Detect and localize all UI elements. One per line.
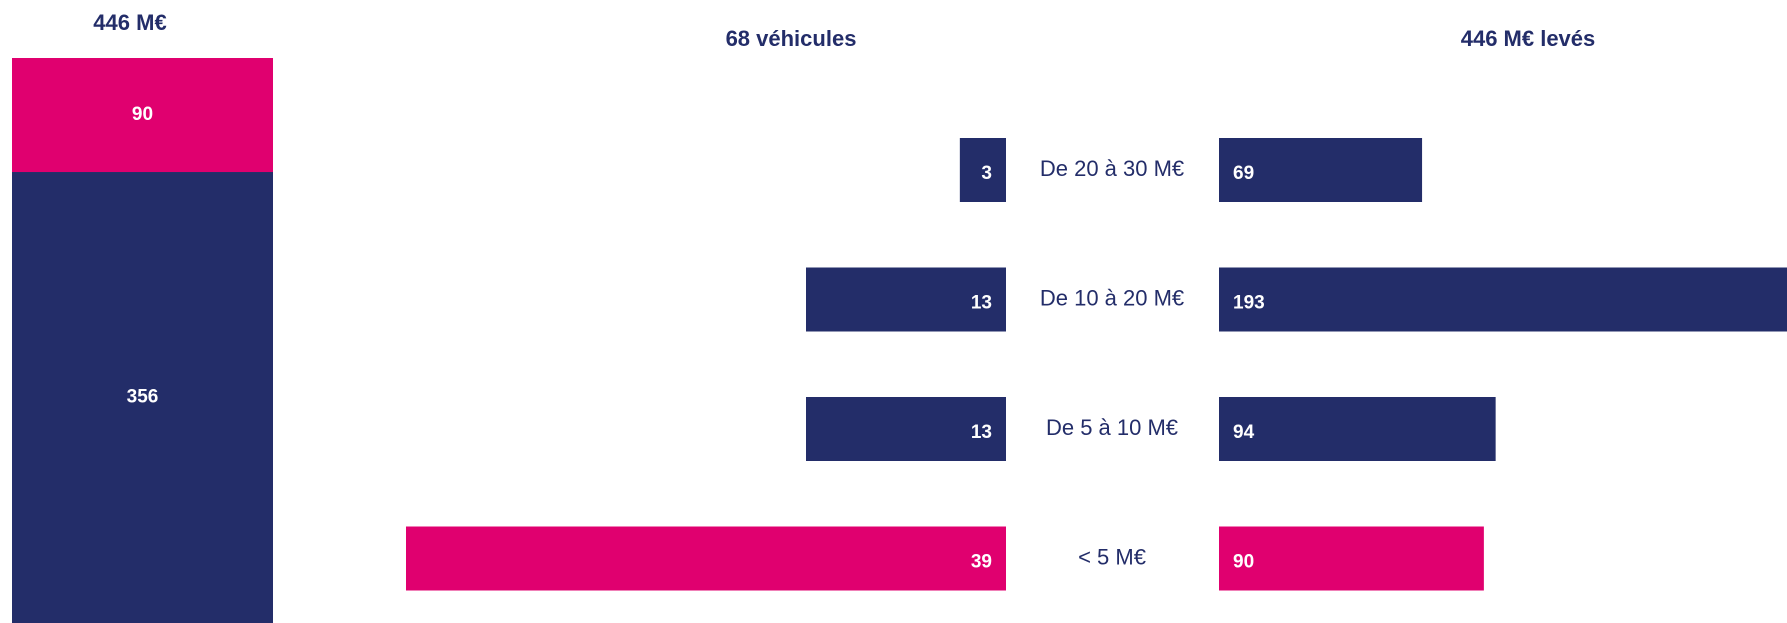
left-bar-label: 39	[971, 552, 992, 573]
stack-segment	[12, 172, 273, 623]
segment-label: 90	[132, 104, 153, 125]
right-bar-label: 193	[1233, 293, 1265, 314]
left-bar	[806, 397, 1006, 461]
left-bar	[806, 267, 1006, 332]
category-label: < 5 M€	[1078, 544, 1146, 569]
category-label: De 20 à 30 M€	[1040, 156, 1184, 181]
left-bar	[406, 526, 1006, 591]
right-bar	[1219, 138, 1423, 202]
left-bar-label: 13	[971, 422, 992, 443]
right-bar	[1219, 526, 1484, 591]
right-bar-label: 94	[1233, 422, 1255, 443]
left-bar-label: 3	[981, 163, 992, 184]
right-bar-label: 69	[1233, 163, 1254, 184]
right-bar	[1219, 267, 1787, 332]
stack-title: 446 M€	[93, 10, 166, 35]
left-bar-label: 13	[971, 293, 992, 314]
category-label: De 10 à 20 M€	[1040, 285, 1184, 310]
right-series-title: 446 M€ levés	[1461, 26, 1596, 51]
segment-label: 356	[127, 387, 159, 408]
right-bar	[1219, 397, 1496, 461]
right-bar-label: 90	[1233, 552, 1254, 573]
stack-segment	[12, 58, 273, 173]
left-bar	[959, 138, 1006, 202]
left-series-title: 68 véhicules	[726, 26, 857, 51]
category-label: De 5 à 10 M€	[1046, 415, 1178, 440]
